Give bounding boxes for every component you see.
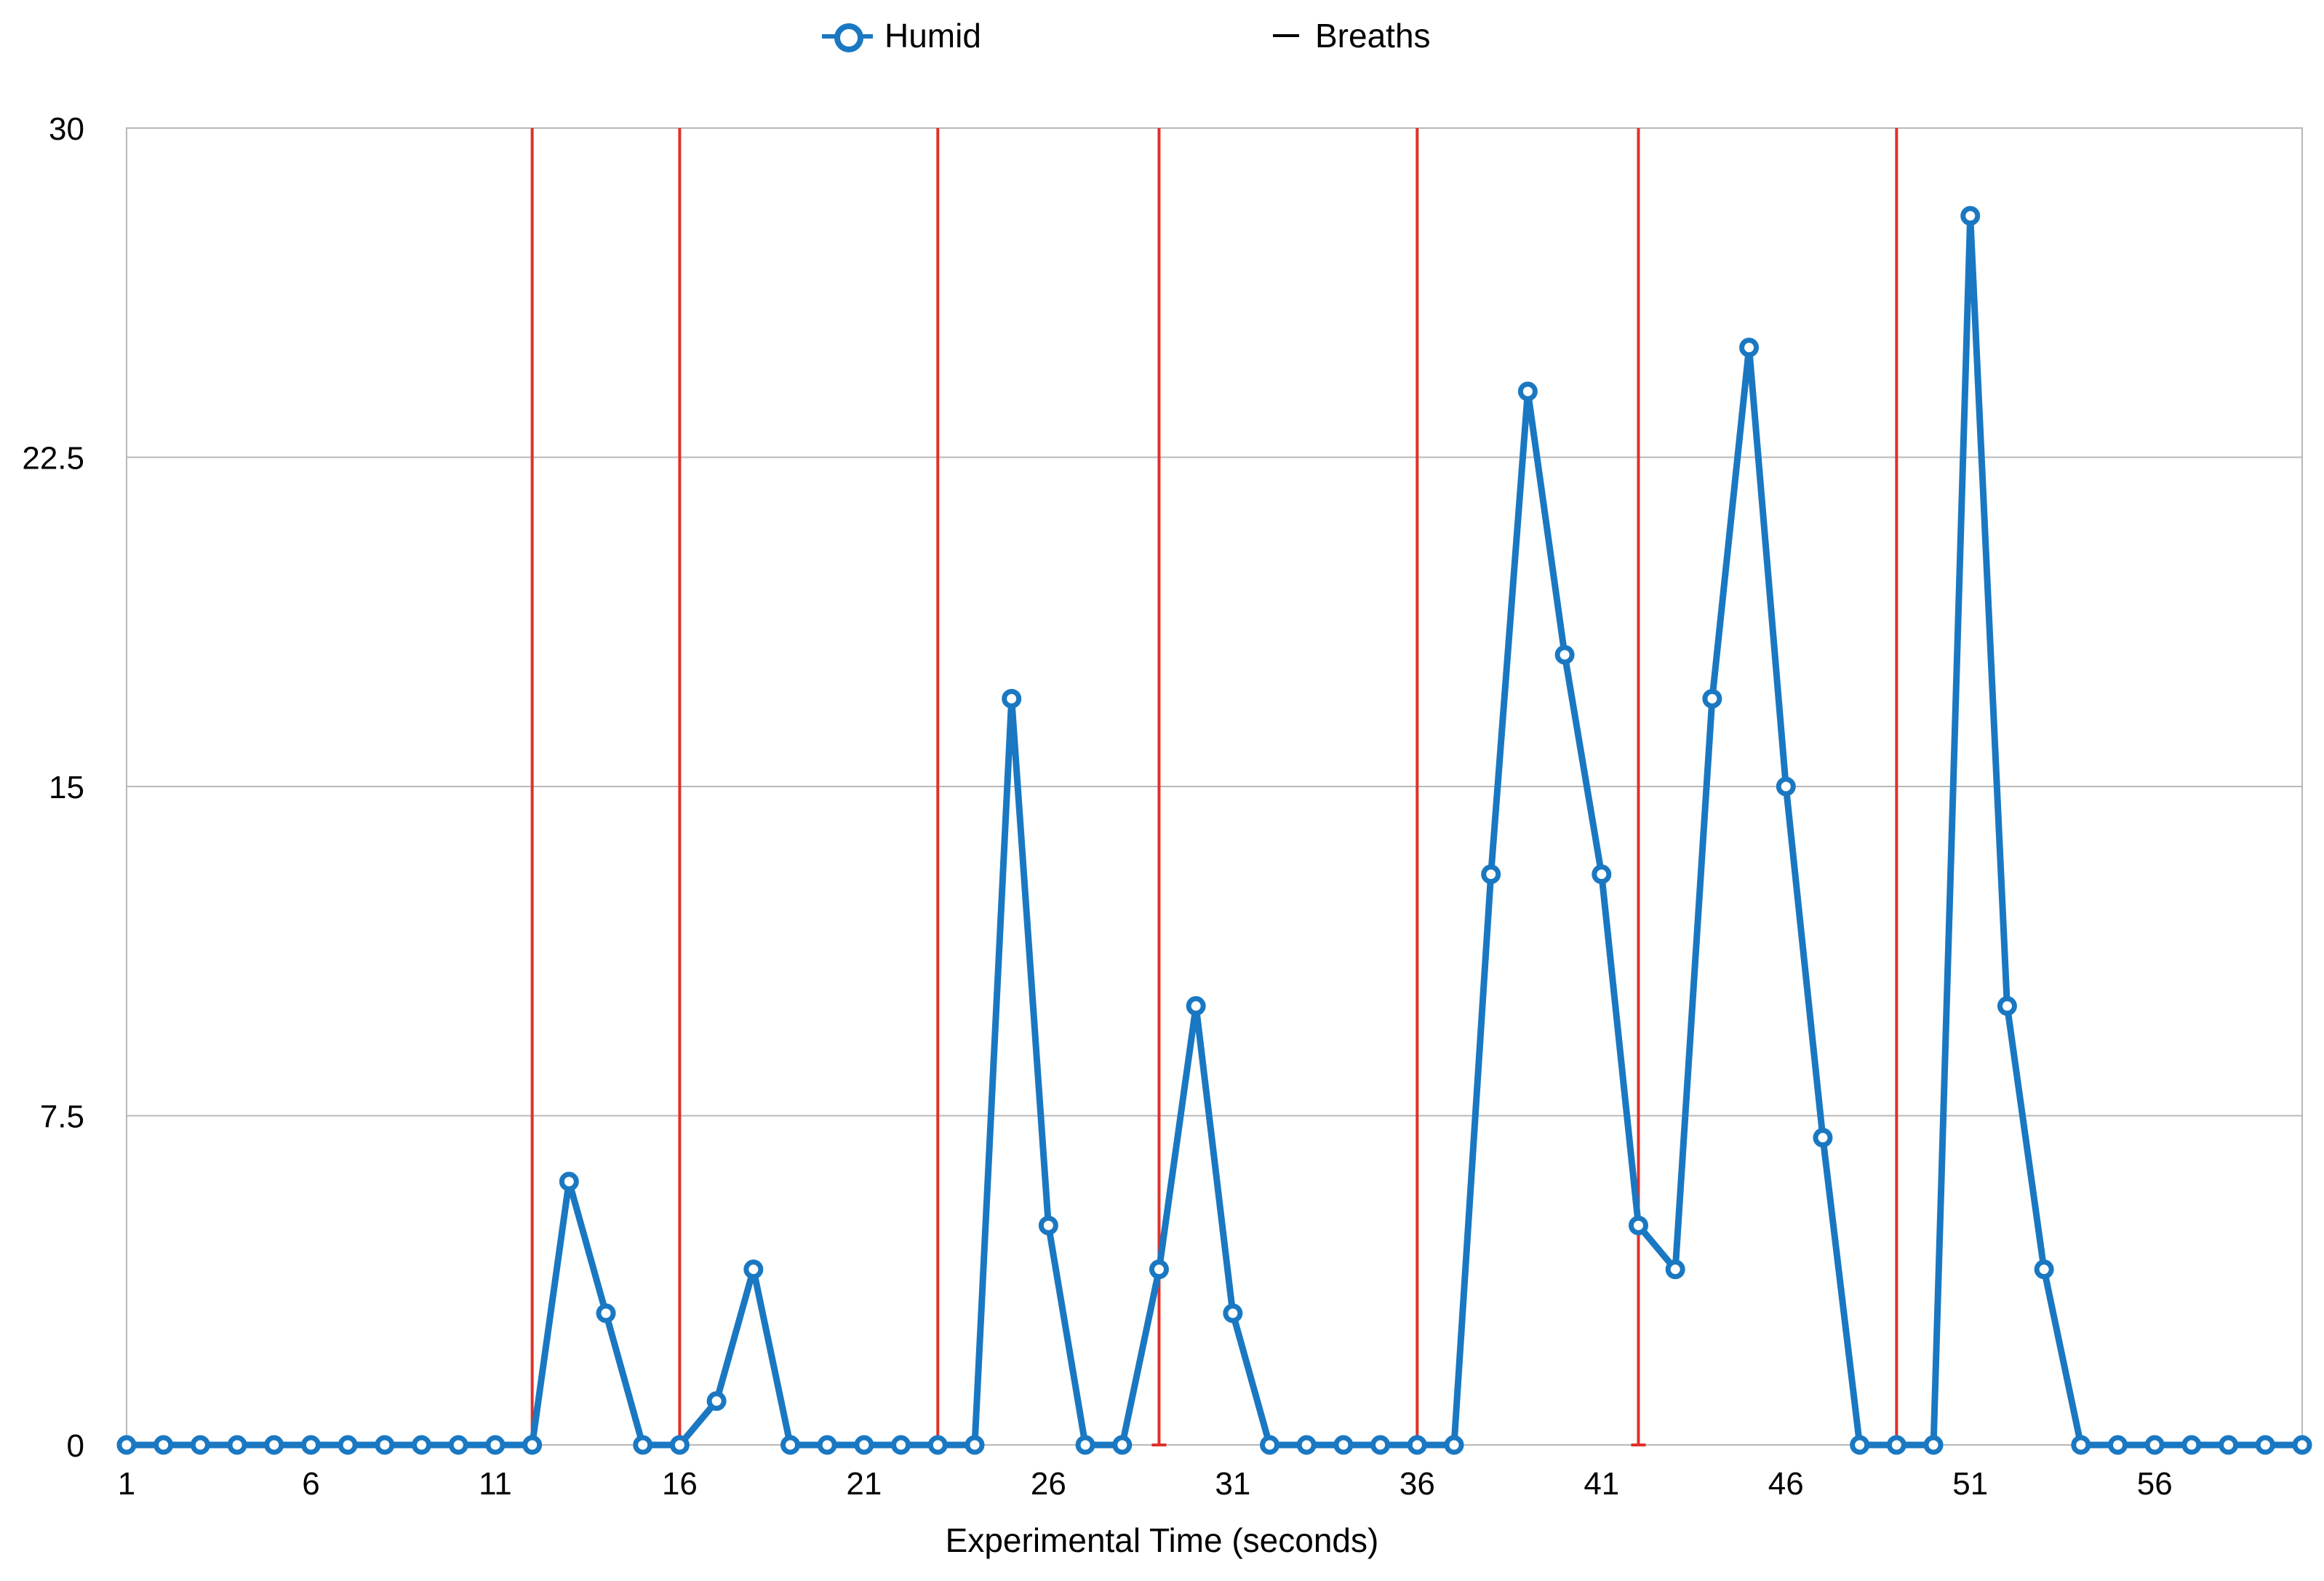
humid-point (1850, 1435, 1870, 1455)
x-tick-label: 31 (1215, 1466, 1250, 1502)
humid-point (1407, 1435, 1427, 1455)
humid-marker-swatch (822, 21, 873, 52)
humid-point (300, 1435, 321, 1455)
humid-point (927, 1435, 948, 1455)
humid-point (1739, 338, 1760, 358)
humid-point (2144, 1435, 2165, 1455)
humid-point (1886, 1435, 1906, 1455)
humid-point (2292, 1435, 2312, 1455)
x-tick-label: 1 (118, 1466, 135, 1502)
humid-point (1813, 1128, 1833, 1148)
humid-point (1702, 688, 1722, 709)
humid-point (1481, 864, 1501, 885)
humid-point (153, 1435, 174, 1455)
humid-point (817, 1435, 837, 1455)
humid-point (1260, 1435, 1280, 1455)
humid-point (596, 1303, 616, 1323)
x-tick-label: 6 (302, 1466, 319, 1502)
humid-point (743, 1259, 764, 1280)
humid-point (854, 1435, 874, 1455)
y-tick-label: 15 (49, 770, 84, 805)
humid-point (706, 1391, 727, 1411)
humid-point (1333, 1435, 1354, 1455)
humid-point (412, 1435, 432, 1455)
humid-line (123, 212, 2306, 1449)
x-axis-tick-labels: 1 6 11 16 21 26 31 36 41 46 51 56 (118, 1466, 2173, 1502)
humid-point (1997, 996, 2017, 1016)
humid-point (116, 1435, 137, 1455)
x-tick-label: 51 (1952, 1466, 1988, 1502)
humid-point (1444, 1435, 1464, 1455)
breaths-line-swatch (1273, 34, 1299, 37)
humid-point (1002, 688, 1022, 709)
y-tick-label: 30 (49, 111, 84, 147)
x-tick-label: 36 (1399, 1466, 1435, 1502)
humid-point (1075, 1435, 1095, 1455)
x-tick-label: 56 (2137, 1466, 2173, 1502)
humid-point (1923, 1435, 1944, 1455)
humid-point (1296, 1435, 1317, 1455)
y-tick-label: 0 (67, 1428, 84, 1464)
humid-point (1554, 645, 1575, 665)
humid-point (2071, 1435, 2091, 1455)
humid-point (264, 1435, 284, 1455)
humid-point (891, 1435, 911, 1455)
humid-point (2108, 1435, 2128, 1455)
humid-point (522, 1435, 543, 1455)
y-tick-label: 22.5 (22, 441, 84, 477)
legend-item-breaths: Breaths (1273, 10, 1431, 61)
legend-item-humid: Humid (822, 10, 981, 61)
humid-point (1776, 776, 1796, 797)
humid-point (375, 1435, 395, 1455)
x-tick-label: 41 (1584, 1466, 1619, 1502)
humid-point (227, 1435, 247, 1455)
humid-point (559, 1171, 579, 1192)
humid-point (1960, 206, 1981, 226)
y-tick-label: 7.5 (40, 1099, 84, 1135)
x-tick-label: 11 (479, 1466, 512, 1502)
legend-label-breaths: Breaths (1315, 17, 1431, 55)
humid-point (190, 1435, 210, 1455)
x-tick-label: 16 (662, 1466, 698, 1502)
x-tick-label: 21 (846, 1466, 882, 1502)
humid-point (1112, 1435, 1133, 1455)
humid-point (669, 1435, 690, 1455)
humid-point (1186, 996, 1206, 1016)
humid-point (1592, 864, 1612, 885)
humid-point (1665, 1259, 1685, 1280)
x-axis-title: Experimental Time (seconds) (945, 1521, 1379, 1559)
legend-label-humid: Humid (885, 17, 981, 55)
x-tick-label: 26 (1031, 1466, 1066, 1502)
humid-point (338, 1435, 358, 1455)
legend: Humid Breaths (0, 10, 2324, 61)
humid-point (2181, 1435, 2202, 1455)
humid-point (1223, 1303, 1243, 1323)
x-tick-label: 46 (1768, 1466, 1804, 1502)
breaths-series (524, 128, 1904, 1446)
humid-point (2034, 1259, 2054, 1280)
humid-point (780, 1435, 801, 1455)
y-axis-tick-labels: 0 7.5 15 22.5 30 (22, 111, 84, 1464)
humid-point (1517, 381, 1538, 402)
humid-point (485, 1435, 506, 1455)
humid-point (633, 1435, 653, 1455)
humid-point (965, 1435, 985, 1455)
humid-point (448, 1435, 468, 1455)
humid-point (1149, 1259, 1169, 1280)
humid-point (2255, 1435, 2275, 1455)
humid-series (116, 206, 2312, 1455)
humid-point (2219, 1435, 2239, 1455)
humid-point (1038, 1215, 1058, 1235)
humid-point (1628, 1215, 1648, 1235)
humid-point (1370, 1435, 1391, 1455)
